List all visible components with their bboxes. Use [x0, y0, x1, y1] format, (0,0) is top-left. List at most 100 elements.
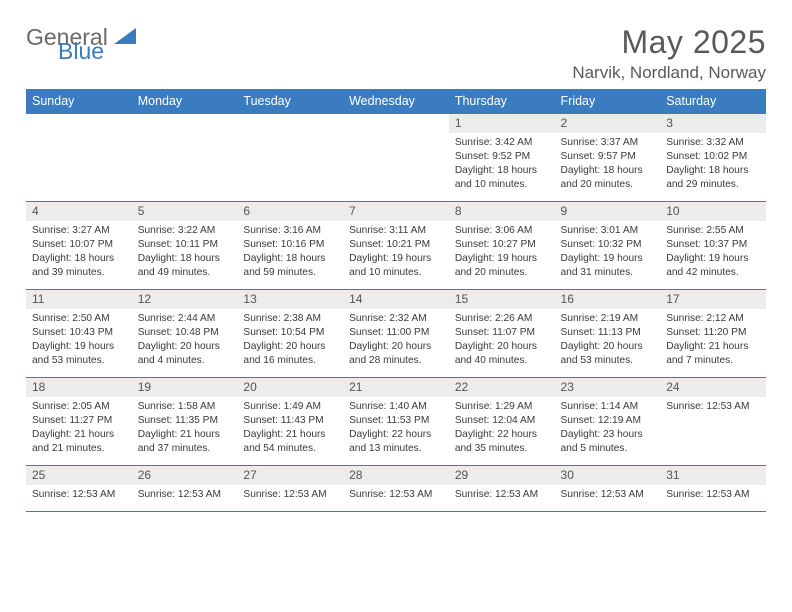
- day-number: 12: [132, 290, 238, 309]
- day-detail-line: Sunset: 11:07 PM: [455, 326, 549, 340]
- day-detail-line: Daylight: 22 hours and 35 minutes.: [455, 428, 549, 456]
- calendar-day-cell: 2Sunrise: 3:37 AMSunset: 9:57 PMDaylight…: [555, 114, 661, 202]
- calendar-week-row: 25Sunrise: 12:53 AM26Sunrise: 12:53 AM27…: [26, 466, 766, 512]
- day-detail-line: Sunrise: 1:29 AM: [455, 400, 549, 414]
- day-detail-line: Sunset: 11:00 PM: [349, 326, 443, 340]
- day-detail-line: Sunrise: 2:55 AM: [666, 224, 760, 238]
- day-detail-line: Daylight: 19 hours and 31 minutes.: [561, 252, 655, 280]
- day-number: 13: [237, 290, 343, 309]
- day-detail-line: Daylight: 18 hours and 39 minutes.: [32, 252, 126, 280]
- brand-part2: Blue: [58, 38, 104, 65]
- day-details: Sunrise: 1:58 AMSunset: 11:35 PMDaylight…: [132, 397, 238, 457]
- day-details: Sunrise: 12:53 AM: [660, 485, 766, 504]
- day-detail-line: Daylight: 21 hours and 21 minutes.: [32, 428, 126, 456]
- day-details: Sunrise: 2:32 AMSunset: 11:00 PMDaylight…: [343, 309, 449, 369]
- calendar-day-cell: 29Sunrise: 12:53 AM: [449, 466, 555, 512]
- calendar-day-cell: 11Sunrise: 2:50 AMSunset: 10:43 PMDaylig…: [26, 290, 132, 378]
- day-details: Sunrise: 3:37 AMSunset: 9:57 PMDaylight:…: [555, 133, 661, 193]
- brand-triangle-icon: [114, 28, 136, 44]
- day-detail-line: Sunrise: 2:32 AM: [349, 312, 443, 326]
- calendar-day-cell: 21Sunrise: 1:40 AMSunset: 11:53 PMDaylig…: [343, 378, 449, 466]
- day-number: 7: [343, 202, 449, 221]
- day-detail-line: Sunrise: 12:53 AM: [349, 488, 443, 502]
- day-detail-line: Sunrise: 3:16 AM: [243, 224, 337, 238]
- day-number: 11: [26, 290, 132, 309]
- calendar-day-cell: 9Sunrise: 3:01 AMSunset: 10:32 PMDayligh…: [555, 202, 661, 290]
- calendar-day-cell: [343, 114, 449, 202]
- day-detail-line: Sunset: 10:07 PM: [32, 238, 126, 252]
- day-detail-line: Sunrise: 12:53 AM: [666, 488, 760, 502]
- day-detail-line: Sunrise: 2:05 AM: [32, 400, 126, 414]
- day-detail-line: Sunset: 9:52 PM: [455, 150, 549, 164]
- calendar-day-cell: 6 Sunrise: 3:16 AMSunset: 10:16 PMDayligh…: [237, 202, 343, 290]
- day-detail-line: Sunset: 11:27 PM: [32, 414, 126, 428]
- day-number: 5: [132, 202, 238, 221]
- day-number: 31: [660, 466, 766, 485]
- day-number: 21: [343, 378, 449, 397]
- calendar-day-cell: 23Sunrise: 1:14 AMSunset: 12:19 AMDaylig…: [555, 378, 661, 466]
- day-detail-line: Sunrise: 12:53 AM: [243, 488, 337, 502]
- day-detail-line: Sunset: 11:43 PM: [243, 414, 337, 428]
- calendar-table: SundayMondayTuesdayWednesdayThursdayFrid…: [26, 89, 766, 512]
- day-number: 9: [555, 202, 661, 221]
- day-detail-line: Sunrise: 2:38 AM: [243, 312, 337, 326]
- calendar-day-cell: 4 Sunrise: 3:27 AMSunset: 10:07 PMDayligh…: [26, 202, 132, 290]
- day-detail-line: Sunset: 12:04 AM: [455, 414, 549, 428]
- day-detail-line: Sunset: 10:43 PM: [32, 326, 126, 340]
- calendar-day-cell: 28 Sunrise: 12:53 AM: [343, 466, 449, 512]
- day-details: Sunrise: 12:53 AM: [555, 485, 661, 504]
- weekday-header: Monday: [132, 89, 238, 114]
- day-number: 4: [26, 202, 132, 221]
- day-number: 29: [449, 466, 555, 485]
- calendar-day-cell: [132, 114, 238, 202]
- day-number: 3: [660, 114, 766, 133]
- day-number: 1: [449, 114, 555, 133]
- day-details: Sunrise: 2:50 AMSunset: 10:43 PMDaylight…: [26, 309, 132, 369]
- day-detail-line: Daylight: 20 hours and 4 minutes.: [138, 340, 232, 368]
- day-detail-line: Sunrise: 3:37 AM: [561, 136, 655, 150]
- day-detail-line: Sunset: 10:37 PM: [666, 238, 760, 252]
- calendar-day-cell: 3Sunrise: 3:32 AMSunset: 10:02 PMDayligh…: [660, 114, 766, 202]
- calendar-day-cell: 14Sunrise: 2:32 AMSunset: 11:00 PMDaylig…: [343, 290, 449, 378]
- day-detail-line: Sunrise: 1:58 AM: [138, 400, 232, 414]
- day-detail-line: Sunrise: 3:32 AM: [666, 136, 760, 150]
- day-details: Sunrise: 12:53 AM: [660, 397, 766, 416]
- day-detail-line: Daylight: 20 hours and 16 minutes.: [243, 340, 337, 368]
- day-detail-line: Sunset: 11:13 PM: [561, 326, 655, 340]
- day-detail-line: Sunrise: 1:14 AM: [561, 400, 655, 414]
- day-detail-line: Daylight: 18 hours and 20 minutes.: [561, 164, 655, 192]
- day-number: 16: [555, 290, 661, 309]
- calendar-day-cell: 17Sunrise: 2:12 AMSunset: 11:20 PMDaylig…: [660, 290, 766, 378]
- calendar-week-row: 11Sunrise: 2:50 AMSunset: 10:43 PMDaylig…: [26, 290, 766, 378]
- calendar-day-cell: 31 Sunrise: 12:53 AM: [660, 466, 766, 512]
- day-detail-line: Daylight: 18 hours and 59 minutes.: [243, 252, 337, 280]
- calendar-day-cell: 26Sunrise: 12:53 AM: [132, 466, 238, 512]
- day-detail-line: Sunrise: 3:22 AM: [138, 224, 232, 238]
- day-detail-line: Sunset: 10:48 PM: [138, 326, 232, 340]
- title-block: May 2025 Narvik, Nordland, Norway: [572, 24, 766, 83]
- day-details: Sunrise: 3:01 AMSunset: 10:32 PMDaylight…: [555, 221, 661, 281]
- weekday-header: Sunday: [26, 89, 132, 114]
- day-detail-line: Sunset: 10:32 PM: [561, 238, 655, 252]
- calendar-day-cell: 16Sunrise: 2:19 AMSunset: 11:13 PMDaylig…: [555, 290, 661, 378]
- day-details: Sunrise: 3:06 AMSunset: 10:27 PMDaylight…: [449, 221, 555, 281]
- day-number: 25: [26, 466, 132, 485]
- day-details: Sunrise: 1:14 AMSunset: 12:19 AMDaylight…: [555, 397, 661, 457]
- day-detail-line: Sunrise: 3:11 AM: [349, 224, 443, 238]
- day-detail-line: Daylight: 21 hours and 7 minutes.: [666, 340, 760, 368]
- month-title: May 2025: [572, 24, 766, 61]
- location-text: Narvik, Nordland, Norway: [572, 63, 766, 83]
- day-detail-line: Sunrise: 12:53 AM: [32, 488, 126, 502]
- day-number: 24: [660, 378, 766, 397]
- day-number: 6: [237, 202, 343, 221]
- day-detail-line: Sunrise: 3:27 AM: [32, 224, 126, 238]
- calendar-day-cell: 19Sunrise: 1:58 AMSunset: 11:35 PMDaylig…: [132, 378, 238, 466]
- day-detail-line: Sunset: 10:16 PM: [243, 238, 337, 252]
- calendar-day-cell: 24Sunrise: 12:53 AM: [660, 378, 766, 466]
- weekday-header: Friday: [555, 89, 661, 114]
- calendar-day-cell: 30Sunrise: 12:53 AM: [555, 466, 661, 512]
- calendar-day-cell: [26, 114, 132, 202]
- day-detail-line: Sunrise: 2:26 AM: [455, 312, 549, 326]
- day-number: 28: [343, 466, 449, 485]
- day-detail-line: Daylight: 18 hours and 29 minutes.: [666, 164, 760, 192]
